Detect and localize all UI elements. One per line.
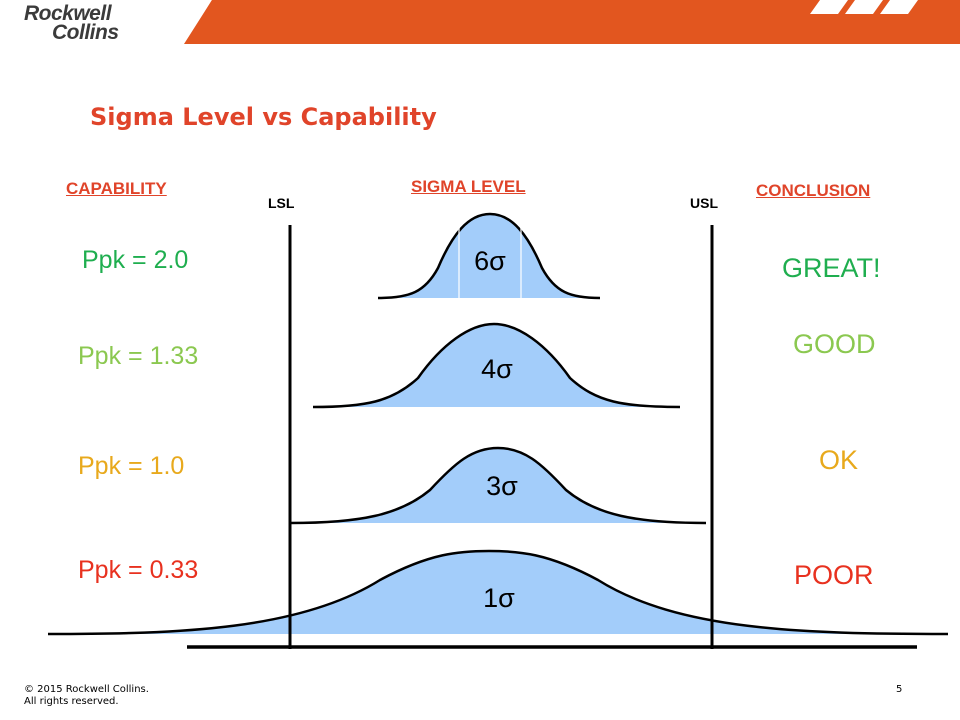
page-title: Sigma Level vs Capability (90, 103, 437, 131)
copyright-notice: © 2015 Rockwell Collins. All rights rese… (24, 684, 149, 708)
conclusion-row-1: GREAT! (782, 253, 881, 283)
page-number: 5 (896, 684, 903, 695)
sigma-level-header: SIGMA LEVEL (411, 177, 526, 196)
lsl-label: LSL (268, 195, 295, 211)
conclusion-header: CONCLUSION (756, 181, 871, 200)
logo-line-1: Rockwell (24, 2, 112, 25)
conclusion-row-3: OK (819, 445, 859, 475)
curve-3-sigma (290, 448, 706, 523)
sigma-label-6: 6σ (474, 246, 506, 276)
conclusion-row-2: GOOD (793, 329, 876, 359)
capability-header: CAPABILITY (66, 179, 167, 198)
conclusion-row-4: POOR (794, 560, 874, 590)
copyright-line-2: All rights reserved. (24, 696, 119, 707)
slash-decoration (810, 0, 918, 14)
header-bar (184, 0, 960, 44)
ppk-row-4: Ppk = 0.33 (78, 556, 199, 584)
ppk-row-2: Ppk = 1.33 (78, 342, 199, 370)
ppk-row-1: Ppk = 2.0 (82, 246, 189, 274)
sigma-label-3: 3σ (486, 471, 518, 501)
ppk-row-3: Ppk = 1.0 (78, 452, 185, 480)
copyright-line-1: © 2015 Rockwell Collins. (24, 684, 149, 695)
sigma-label-4: 4σ (481, 354, 513, 384)
curve-1-sigma (48, 551, 948, 634)
logo-line-2: Collins (52, 21, 119, 44)
usl-label: USL (690, 195, 718, 211)
company-logo: Rockwell Collins (24, 2, 119, 44)
sigma-label-1: 1σ (483, 583, 515, 613)
curve-4-sigma (313, 324, 680, 407)
